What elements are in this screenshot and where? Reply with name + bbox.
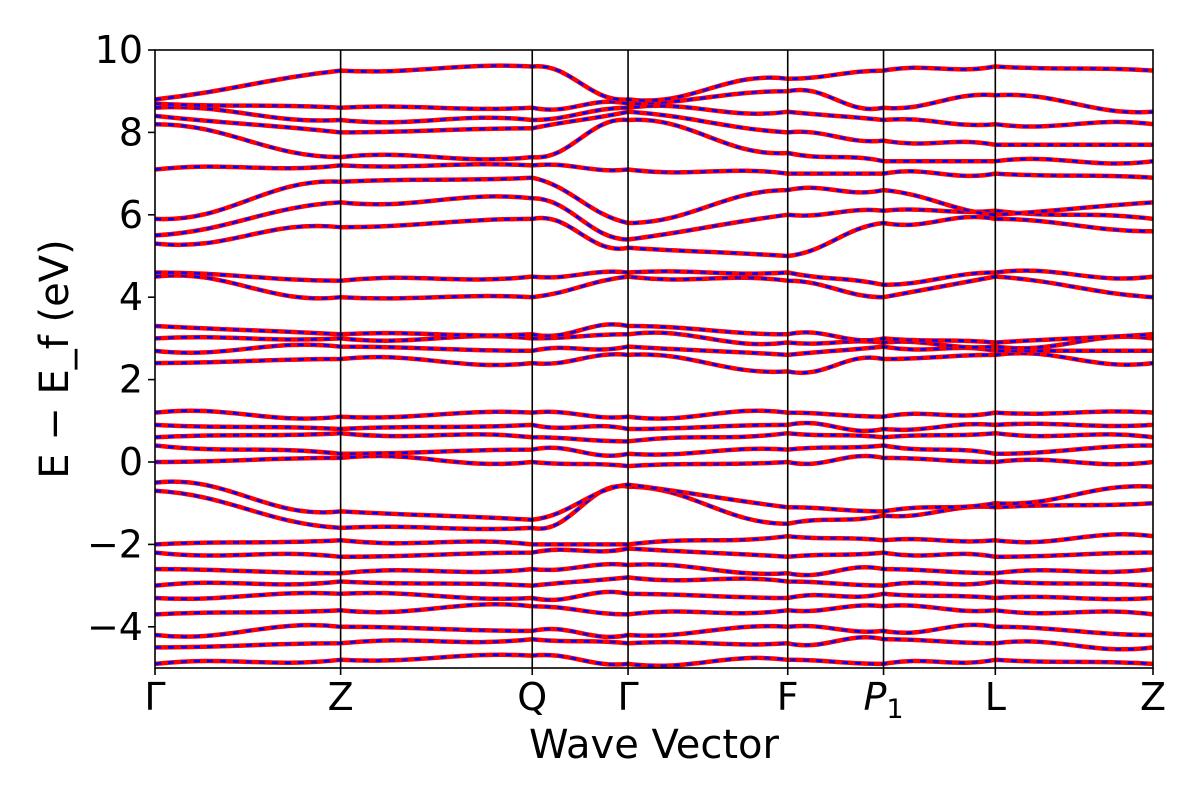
- x-tick-label: L: [985, 675, 1006, 719]
- y-tick-label: −2: [87, 522, 143, 566]
- y-tick-label: 10: [95, 28, 143, 72]
- band-line-dashed: [155, 118, 1153, 165]
- band-line: [155, 622, 1153, 640]
- band-line: [155, 175, 1153, 226]
- y-axis-label: E − E_f (eV): [32, 239, 78, 478]
- x-axis-label: Wave Vector: [529, 722, 780, 768]
- y-tick-label: 4: [119, 275, 143, 319]
- high-symmetry-lines: [339, 50, 997, 668]
- x-tick-label: Q: [517, 675, 547, 719]
- plot-frame: [154, 49, 1154, 669]
- y-axis-ticks: −4 −2 0 2 4 6 8 10: [87, 28, 155, 649]
- y-tick-label: 6: [119, 193, 143, 237]
- y-tick-label: −4: [87, 605, 143, 649]
- x-axis-ticks: Γ Z Q Γ F P1 L Z: [144, 668, 1166, 725]
- band-line: [155, 109, 1153, 148]
- band-lines: [155, 63, 1153, 668]
- x-tick-label: P1: [863, 675, 903, 725]
- x-tick-label: F: [777, 675, 799, 719]
- y-tick-label: 2: [119, 358, 143, 402]
- x-tick-label: Z: [328, 675, 354, 719]
- y-tick-label: 8: [119, 110, 143, 154]
- x-tick-label: Γ: [144, 675, 165, 719]
- band-line: [155, 351, 1153, 375]
- band-line-dashed: [155, 480, 1153, 522]
- y-tick-label: 0: [119, 440, 143, 484]
- band-line-dashed: [155, 176, 1153, 225]
- x-tick-label: Γ: [617, 675, 638, 719]
- x-tick-label: Z: [1140, 675, 1166, 719]
